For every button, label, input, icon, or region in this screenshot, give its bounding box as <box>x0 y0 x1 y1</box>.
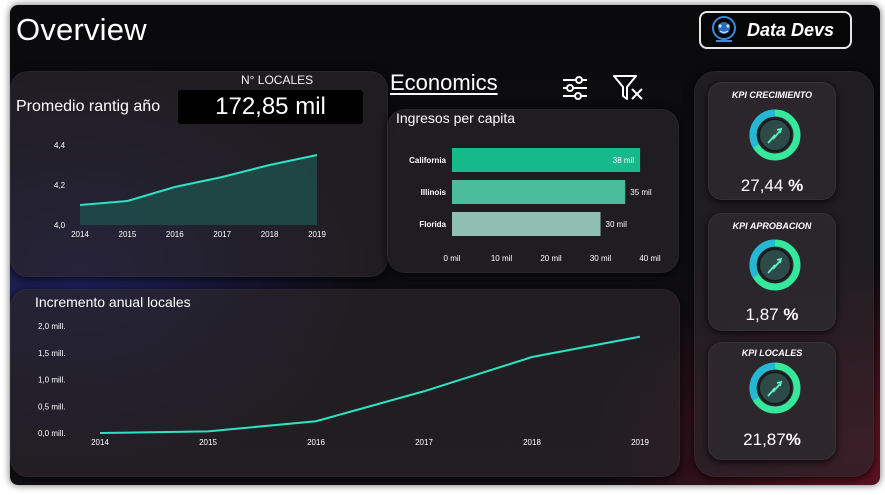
rating-area-chart: 4,0 4,2 4,4 2014 2015 2016 2017 2018 2019 <box>54 141 326 239</box>
x-tick-label: 2017 <box>415 438 433 447</box>
clear-filter-icon <box>613 75 643 100</box>
kpi-ring-icon <box>749 109 801 161</box>
bar-category-label: California <box>409 156 446 165</box>
x-tick-label: 2018 <box>523 438 541 447</box>
bar <box>452 180 626 204</box>
series-line <box>99 335 641 434</box>
y-tick-label: 0,5 mill. <box>38 402 66 411</box>
kpi-card-aprobacion[interactable]: KPI APROBACION 1,87 % <box>708 213 836 331</box>
brand-logo-icon <box>712 16 736 42</box>
kpi-card-locales[interactable]: KPI LOCALES 21,87% <box>708 342 836 460</box>
locales-value: 172,85 mil <box>178 90 363 124</box>
kpi-value-unit: % <box>783 305 799 324</box>
x-tick-label: 2018 <box>261 230 279 239</box>
y-tick-label: 1,0 mill. <box>38 376 66 385</box>
growth-chart-title: Incremento anual locales <box>35 294 191 310</box>
x-tick-label: 2015 <box>199 438 217 447</box>
kpi-ring-icon <box>749 362 801 414</box>
bar <box>452 148 641 172</box>
kpi-value-number: 21,87 <box>743 430 786 449</box>
x-tick-label: 2014 <box>71 230 89 239</box>
kpi-value: 27,44 % <box>708 176 836 196</box>
growth-card <box>10 289 680 477</box>
x-tick-label: 2014 <box>91 438 109 447</box>
kpi-value-number: 1,87 <box>745 305 779 324</box>
page-title: Overview <box>16 12 147 47</box>
kpi-card-crecimiento[interactable]: KPI CRECIMIENTO 27,44 % <box>708 82 836 200</box>
kpi-value: 21,87% <box>708 430 836 450</box>
series-line <box>79 154 318 206</box>
x-tick-label: 2019 <box>631 438 649 447</box>
bar-data-label: 38 mil <box>613 156 635 165</box>
x-tick-label: 20 mil <box>540 254 562 263</box>
sliders-icon <box>563 76 587 100</box>
brand-name: Data Devs <box>747 19 835 40</box>
x-tick-label: 2015 <box>119 230 137 239</box>
kpi-value: 1,87 % <box>708 305 836 325</box>
economics-title[interactable]: Economics <box>390 70 498 95</box>
kpi-ring-icon <box>749 239 801 291</box>
kpi-value-unit: % <box>788 176 804 195</box>
kpi-title: KPI LOCALES <box>741 348 803 358</box>
bar-category-label: Florida <box>419 220 446 229</box>
y-tick-label: 4,2 <box>54 181 66 190</box>
x-tick-label: 2019 <box>308 230 326 239</box>
x-tick-label: 0 mil <box>444 254 461 263</box>
bar-data-label: 30 mil <box>606 220 628 229</box>
growth-line-chart: 0,0 mill. 0,5 mill. 1,0 mill. 1,5 mill. 2,0 … <box>38 322 649 447</box>
bar-category-label: Illinois <box>421 188 447 197</box>
x-tick-label: 2016 <box>166 230 184 239</box>
y-tick-label: 1,5 mill. <box>38 349 66 358</box>
bar-data-label: 35 mil <box>630 188 652 197</box>
x-tick-label: 40 mil <box>639 254 661 263</box>
x-tick-label: 2017 <box>213 230 231 239</box>
locales-label: N° LOCALES <box>241 73 314 87</box>
y-tick-label: 4,0 <box>54 221 66 230</box>
kpi-title: KPI APROBACION <box>732 221 812 231</box>
income-bar-chart: California 38 mil Illinois 35 mil Florida 30 … <box>409 148 661 263</box>
area-fill <box>80 155 317 225</box>
filter-settings-button[interactable] <box>561 74 589 107</box>
brand-badge[interactable]: Data Devs <box>699 11 852 49</box>
y-tick-label: 4,4 <box>54 141 66 150</box>
y-tick-label: 2,0 mill. <box>38 322 66 331</box>
x-tick-label: 30 mil <box>590 254 612 263</box>
income-chart-title: Ingresos per capita <box>396 110 516 126</box>
x-tick-label: 10 mil <box>491 254 513 263</box>
bar <box>452 212 601 236</box>
kpi-value-unit: % <box>785 430 801 449</box>
y-tick-label: 0,0 mill. <box>38 429 66 438</box>
kpi-value-number: 27,44 <box>740 176 784 195</box>
kpi-title: KPI CRECIMIENTO <box>731 90 813 100</box>
rating-chart-title: Promedio rantig año <box>16 98 161 115</box>
clear-filter-button[interactable] <box>612 73 644 108</box>
x-tick-label: 2016 <box>307 438 325 447</box>
